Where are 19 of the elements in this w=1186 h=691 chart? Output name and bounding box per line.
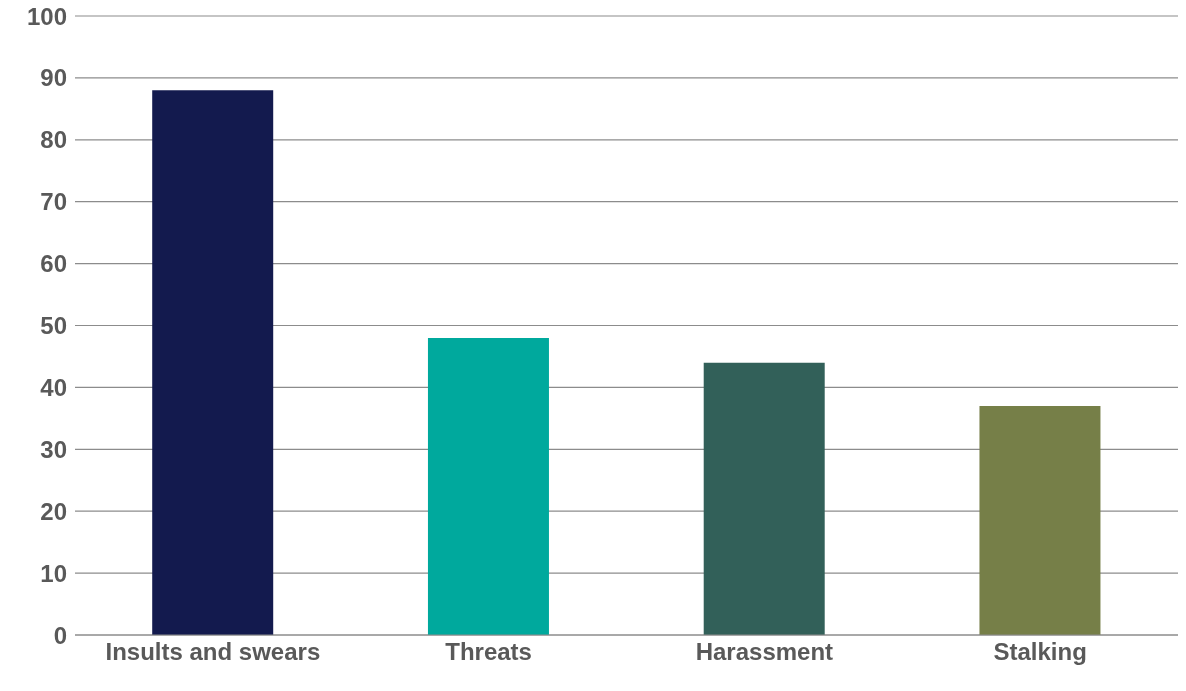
y-tick-label: 10 (40, 559, 67, 587)
x-tick-label: Stalking (993, 638, 1087, 666)
y-tick-label: 0 (53, 621, 67, 649)
y-tick-label: 80 (40, 126, 67, 154)
y-tick-label: 90 (40, 64, 67, 92)
y-tick-label: 40 (40, 373, 67, 401)
x-tick-label: Harassment (695, 638, 834, 666)
bar (979, 405, 1101, 635)
y-tick-label: 30 (40, 435, 67, 463)
x-tick-label: Insults and swears (105, 638, 321, 666)
bar (152, 90, 274, 635)
y-tick-label: 60 (40, 250, 67, 278)
y-tick-label: 20 (40, 497, 67, 525)
bar (703, 362, 825, 635)
bar (427, 337, 549, 635)
x-tick-label: Threats (445, 638, 532, 666)
y-tick-label: 70 (40, 188, 67, 216)
y-tick-label: 100 (26, 2, 67, 30)
y-tick-label: 50 (40, 312, 67, 340)
